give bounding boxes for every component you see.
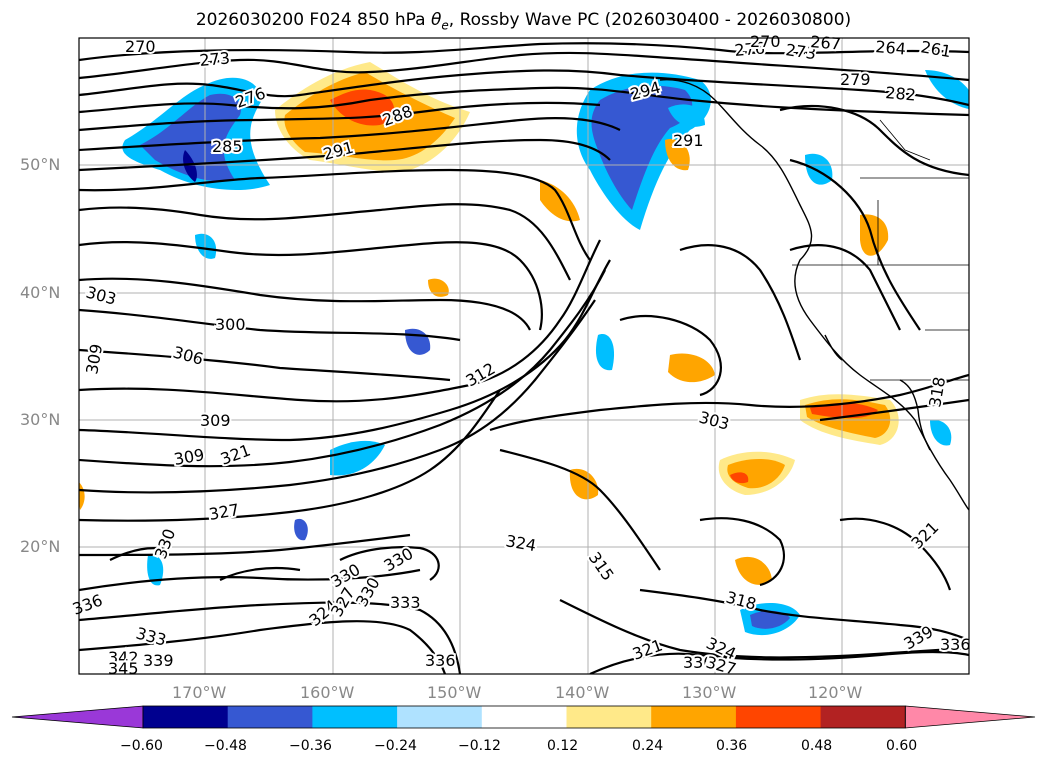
contour-label: 309	[200, 411, 231, 430]
colorbar-tick-label: 0.36	[716, 738, 748, 754]
contour-label: 321	[218, 440, 253, 468]
contour-label: 270	[125, 37, 156, 56]
contour-label: 330	[683, 653, 714, 672]
colorbar-extension-low	[11, 705, 144, 729]
contour-label: 327	[207, 500, 240, 524]
lon-label: 150°W	[427, 683, 482, 702]
lon-label: 160°W	[300, 683, 355, 702]
colorbar-tick-label: −0.60	[120, 738, 163, 754]
colorbar	[11, 705, 1036, 729]
colorbar-segment	[566, 706, 652, 728]
contour-label: 276	[734, 38, 766, 60]
colorbar-tick-label: 0.12	[547, 738, 579, 754]
contour-label: 342	[108, 648, 139, 667]
colorbar-frame	[142, 705, 906, 729]
contour-label: 300	[215, 315, 246, 334]
lat-label: 30°N	[20, 410, 61, 429]
contour-label: 282	[885, 83, 917, 105]
contour-label: 333	[390, 593, 421, 612]
colorbar-tick-label: 0.24	[632, 738, 664, 754]
lat-label: 50°N	[20, 155, 61, 174]
lat-label: 20°N	[20, 537, 61, 556]
plot-frame	[78, 37, 970, 675]
colorbar-segment	[143, 706, 229, 728]
colorbar-segment	[227, 706, 313, 728]
map-title: 2026030200 F024 850 hPa θe, Rossby Wave …	[195, 10, 852, 33]
colorbar-segment	[397, 706, 483, 728]
lon-label: 130°W	[682, 683, 737, 702]
colorbar-segment	[481, 706, 567, 728]
contour-label: 279	[840, 70, 871, 89]
contour-label: 273	[199, 48, 231, 70]
lon-label: 120°W	[808, 683, 863, 702]
colorbar-tick-label: 0.48	[801, 738, 833, 754]
theta-e-contours	[79, 42, 969, 674]
political-borders	[792, 119, 969, 381]
colorbar-tick-label: −0.36	[289, 738, 332, 754]
colorbar-segment	[651, 706, 737, 728]
lat-label: 40°N	[20, 283, 61, 302]
contour-label: 345	[108, 659, 139, 678]
colorbar-tick-label: −0.48	[204, 738, 247, 754]
lon-label: 140°W	[555, 683, 610, 702]
colorbar-tick-label: 0.60	[886, 738, 918, 754]
colorbar-extension-high	[904, 705, 1036, 729]
contour-label: 309	[172, 445, 205, 469]
graticule	[79, 38, 969, 674]
contour-label: 264	[875, 37, 907, 59]
contour-label: 285	[212, 137, 243, 156]
colorbar-segment	[735, 706, 822, 728]
coastlines	[659, 78, 969, 511]
contour-label: 270	[750, 32, 781, 51]
contour-label: 336	[940, 635, 971, 654]
colorbar-segment	[312, 706, 398, 728]
colorbar-tick-label: −0.12	[458, 738, 501, 754]
contour-label: 339	[143, 651, 174, 670]
contour-label: 267	[810, 32, 842, 54]
contour-label: 291	[673, 131, 704, 150]
colorbar-segment	[820, 706, 906, 728]
contour-label: 336	[425, 651, 456, 670]
lon-label: 170°W	[172, 683, 227, 702]
colorbar-tick-label: −0.24	[374, 738, 417, 754]
